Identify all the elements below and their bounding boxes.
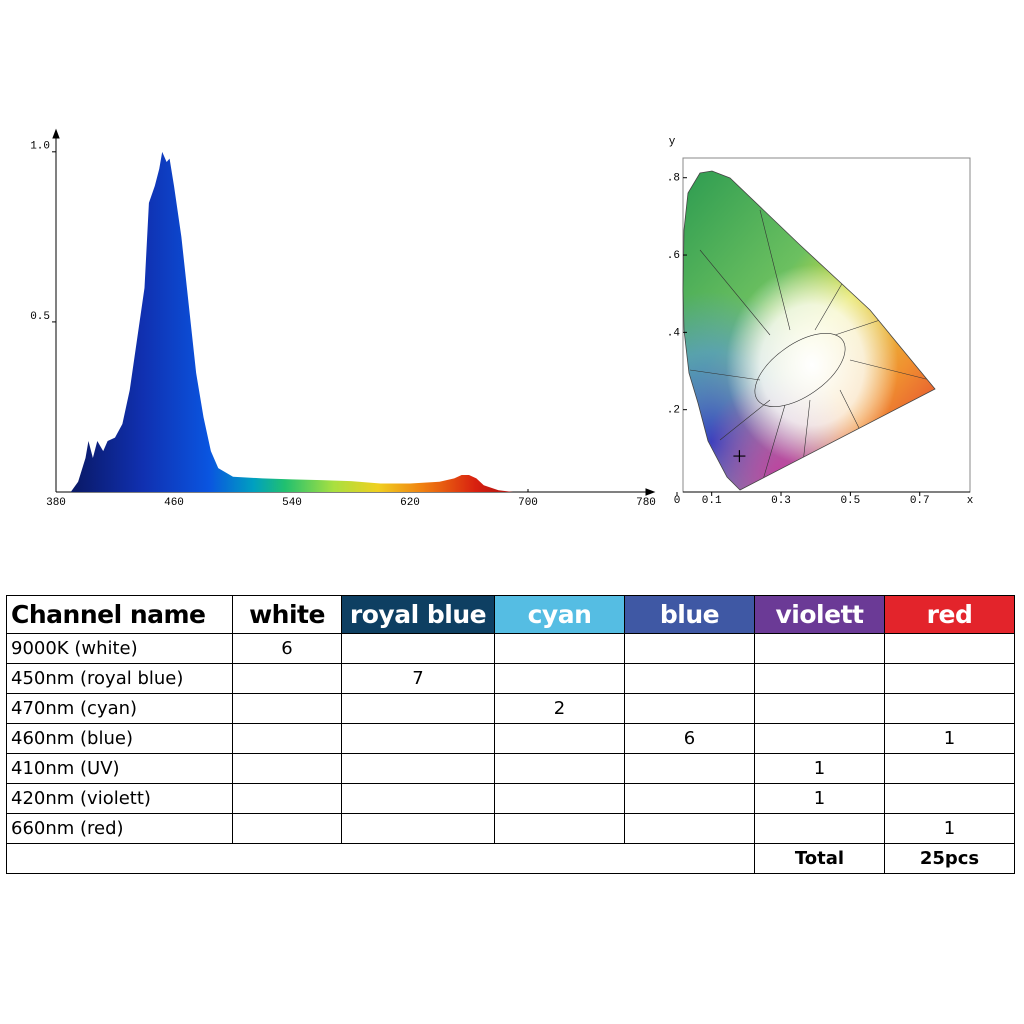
charts: 380 460 540 620 700 780 0.5 1.0 0 0.1 0.3 0.5 0.7 .2.… (30, 128, 974, 509)
row-label: 660nm (red) (6, 813, 233, 844)
y-tick-label: .8 (667, 173, 680, 185)
cell (232, 813, 342, 844)
y-tick-label: 0.5 (30, 311, 50, 323)
cell (624, 663, 755, 694)
x-tick-label: 700 (518, 497, 538, 509)
cell (624, 753, 755, 784)
table-row: 660nm (red) 1 (6, 813, 1015, 844)
cell (232, 693, 342, 724)
cell (754, 693, 885, 724)
cell: 6 (232, 633, 342, 664)
y-tick-label: .2 (667, 405, 680, 417)
row-label: 9000K (white) (6, 633, 233, 664)
row-label: 470nm (cyan) (6, 693, 233, 724)
cell: 7 (341, 663, 495, 694)
cell (494, 813, 625, 844)
spectrum-area (56, 151, 646, 492)
footer-cell: Total (754, 843, 885, 874)
cell (494, 633, 625, 664)
table-row: 9000K (white) 6 (6, 633, 1015, 664)
y-tick-label: .6 (667, 250, 680, 262)
cell (232, 723, 342, 754)
cell (341, 753, 495, 784)
x-tick-label: 0 (674, 495, 681, 507)
cell (754, 813, 885, 844)
cell (494, 663, 625, 694)
x-tick-label: 0.1 (702, 495, 722, 507)
cell: 1 (754, 753, 885, 784)
table-row: 470nm (cyan) 2 (6, 693, 1015, 724)
header-cell: white (232, 595, 342, 634)
table-row: 420nm (violett) 1 (6, 783, 1015, 814)
cell (341, 783, 495, 814)
cell (341, 693, 495, 724)
x-axis-label: x (967, 495, 974, 507)
cell (232, 663, 342, 694)
header-row: Channel name white royal blue cyan blue viole… (6, 595, 1015, 634)
cell: 6 (624, 723, 755, 754)
cell (232, 753, 342, 784)
x-tick-label: 0.3 (771, 495, 791, 507)
table-row: 450nm (royal blue) 7 (6, 663, 1015, 694)
y-tick-label: .4 (667, 327, 681, 339)
cell: 1 (884, 813, 1015, 844)
cell (884, 663, 1015, 694)
cell (624, 633, 755, 664)
cell: 1 (754, 783, 885, 814)
cell (884, 693, 1015, 724)
cell (754, 723, 885, 754)
cell (494, 723, 625, 754)
cell (884, 633, 1015, 664)
cell (624, 783, 755, 814)
footer-cell: 25pcs (884, 843, 1015, 874)
header-cell: cyan (494, 595, 625, 634)
header-cell: red (884, 595, 1015, 634)
x-tick-label: 0.5 (840, 495, 860, 507)
cell (624, 693, 755, 724)
y-tick-label: 1.0 (30, 141, 50, 153)
channel-table: Channel name white royal blue cyan blue viole… (6, 595, 1015, 874)
table-row: 460nm (blue) 6 1 (6, 723, 1015, 754)
y-axis-label: y (669, 136, 676, 148)
header-cell: royal blue (341, 595, 495, 634)
cell (232, 783, 342, 814)
cell (884, 753, 1015, 784)
footer-row: Total 25pcs (6, 843, 1015, 874)
x-tick-label: 380 (46, 497, 66, 509)
cell (884, 783, 1015, 814)
cell (341, 723, 495, 754)
cell (494, 753, 625, 784)
x-tick-label: 620 (400, 497, 420, 509)
cell: 2 (494, 693, 625, 724)
row-label: 450nm (royal blue) (6, 663, 233, 694)
table-row: 410nm (UV) 1 (6, 753, 1015, 784)
x-tick-label: 540 (282, 497, 302, 509)
row-label: 460nm (blue) (6, 723, 233, 754)
cell (494, 783, 625, 814)
cell (624, 813, 755, 844)
row-label: 410nm (UV) (6, 753, 233, 784)
x-tick-label: 460 (164, 497, 184, 509)
cell (754, 663, 885, 694)
x-tick-label: 780 (636, 497, 656, 509)
row-label: 420nm (violett) (6, 783, 233, 814)
point (733, 450, 746, 463)
header-cell: Channel name (6, 595, 233, 634)
header-cell: violett (754, 595, 885, 634)
table-body: 9000K (white) 6 450nm (royal blue) 7 470nm (… (6, 633, 1015, 874)
footer-spacer (6, 843, 755, 874)
cell (754, 633, 885, 664)
cie-diagram (682, 157, 971, 493)
cell (341, 633, 495, 664)
x-tick-label: 0.7 (910, 495, 930, 507)
header-cell: blue (624, 595, 755, 634)
cell: 1 (884, 723, 1015, 754)
cell (341, 813, 495, 844)
